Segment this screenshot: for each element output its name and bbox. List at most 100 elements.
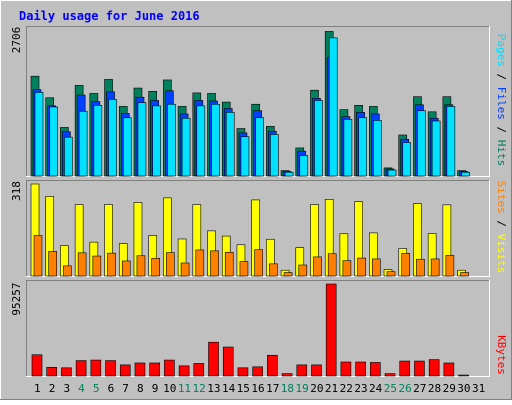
bar-sites-day-29 bbox=[445, 255, 455, 277]
panel-3-bg bbox=[26, 280, 490, 377]
bar-pages-day-23 bbox=[358, 117, 367, 177]
bar-sites-day-22 bbox=[342, 260, 352, 277]
bar-sites-day-14 bbox=[224, 251, 234, 277]
bar-sites-day-27 bbox=[416, 258, 425, 277]
bar-kbytes-day-23 bbox=[355, 361, 366, 377]
max-label-kbytes: 95257 bbox=[10, 282, 23, 315]
day-label-28: 28 bbox=[428, 382, 441, 395]
day-label-26: 26 bbox=[398, 382, 411, 395]
bar-kbytes-day-21 bbox=[325, 283, 337, 377]
max-label-visits: 318 bbox=[10, 181, 23, 201]
bar-kbytes-day-13 bbox=[208, 341, 219, 377]
bar-sites-day-28 bbox=[430, 258, 440, 277]
legend-kbytes-label: KBytes bbox=[495, 335, 508, 375]
bar-kbytes-day-22 bbox=[340, 361, 352, 377]
legend-kbytes: KBytes bbox=[495, 335, 508, 375]
bar-kbytes-day-1 bbox=[31, 354, 43, 377]
bar-sites-day-13 bbox=[210, 250, 219, 277]
day-label-4: 4 bbox=[78, 382, 85, 395]
bar-pages-day-24 bbox=[373, 120, 382, 177]
day-label-25: 25 bbox=[384, 382, 397, 395]
day-label-30: 30 bbox=[457, 382, 470, 395]
day-label-8: 8 bbox=[137, 382, 144, 395]
day-label-24: 24 bbox=[369, 382, 383, 395]
day-label-7: 7 bbox=[122, 382, 129, 395]
bar-sites-day-8 bbox=[136, 255, 146, 277]
bar-pages-day-20 bbox=[314, 100, 323, 177]
bar-pages-day-5 bbox=[93, 105, 103, 177]
bar-pages-day-28 bbox=[431, 120, 441, 177]
day-label-18: 18 bbox=[281, 382, 294, 395]
bar-pages-day-27 bbox=[417, 110, 426, 177]
bar-sites-day-18 bbox=[283, 272, 293, 277]
bar-kbytes-day-20 bbox=[311, 364, 322, 377]
bar-sites-day-20 bbox=[313, 256, 322, 277]
day-label-22: 22 bbox=[340, 382, 353, 395]
legend-sep-1: / bbox=[495, 67, 508, 87]
day-label-14: 14 bbox=[222, 382, 236, 395]
bar-sites-day-26 bbox=[401, 253, 411, 277]
day-label-9: 9 bbox=[152, 382, 159, 395]
bar-kbytes-day-5 bbox=[90, 359, 102, 377]
bar-kbytes-day-8 bbox=[134, 362, 146, 377]
bar-kbytes-day-16 bbox=[252, 366, 263, 377]
bar-kbytes-day-26 bbox=[399, 360, 411, 377]
day-label-19: 19 bbox=[296, 382, 309, 395]
bar-kbytes-day-12 bbox=[193, 363, 205, 377]
bar-pages-day-26 bbox=[402, 142, 412, 177]
bar-sites-day-15 bbox=[239, 261, 249, 277]
bar-kbytes-day-7 bbox=[119, 364, 131, 377]
legend-sep-2: / bbox=[495, 120, 508, 140]
bar-sites-day-30 bbox=[460, 272, 469, 277]
day-label-17: 17 bbox=[266, 382, 279, 395]
bar-sites-day-4 bbox=[77, 252, 87, 277]
bar-sites-day-17 bbox=[269, 263, 278, 277]
day-labels: 1 2 3 4 5 6 7 8 9 10 11 12 13 14 15 16 17 18 19 20 21 22 23 24 2… bbox=[34, 382, 485, 395]
bar-kbytes-day-19 bbox=[296, 364, 308, 377]
bar-sites-day-23 bbox=[357, 257, 366, 277]
bar-kbytes-day-4 bbox=[75, 360, 87, 377]
bar-pages-day-29 bbox=[446, 106, 456, 177]
bar-kbytes-day-28 bbox=[428, 359, 440, 377]
bar-pages-day-4 bbox=[78, 110, 88, 177]
bar-kbytes-day-9 bbox=[149, 362, 160, 377]
day-label-21: 21 bbox=[325, 382, 338, 395]
legend-pages: Pages bbox=[495, 34, 508, 67]
max-label-hits: 2706 bbox=[10, 27, 23, 54]
bar-pages-day-2 bbox=[49, 106, 59, 177]
bar-pages-day-3 bbox=[64, 136, 73, 177]
legend-visits: Visits bbox=[495, 234, 508, 274]
bar-sites-day-1 bbox=[33, 235, 43, 277]
legend-sep-3: / bbox=[495, 214, 508, 234]
bar-kbytes-day-18 bbox=[281, 373, 293, 377]
day-label-16: 16 bbox=[251, 382, 264, 395]
bar-sites-day-16 bbox=[254, 249, 263, 277]
bar-sites-day-5 bbox=[92, 255, 102, 277]
bar-pages-day-22 bbox=[343, 119, 353, 177]
bar-pages-day-18 bbox=[284, 171, 294, 177]
bar-kbytes-day-25 bbox=[384, 373, 396, 377]
bar-kbytes-day-27 bbox=[414, 360, 425, 377]
day-label-15: 15 bbox=[237, 382, 250, 395]
bar-sites-day-19 bbox=[298, 264, 308, 277]
bars bbox=[30, 31, 470, 377]
day-label-1: 1 bbox=[34, 382, 41, 395]
legend-hits: Hits bbox=[495, 140, 508, 167]
legend-sites-visits: Sites / Visits bbox=[495, 181, 508, 274]
bar-kbytes-day-14 bbox=[222, 346, 234, 377]
bar-sites-day-21 bbox=[327, 253, 337, 277]
bar-kbytes-day-11 bbox=[178, 365, 190, 377]
bar-pages-day-1 bbox=[34, 92, 44, 177]
day-label-10: 10 bbox=[163, 382, 176, 395]
bar-sites-day-6 bbox=[107, 252, 116, 277]
day-label-23: 23 bbox=[354, 382, 367, 395]
day-label-29: 29 bbox=[443, 382, 456, 395]
bar-pages-day-7 bbox=[122, 117, 132, 177]
day-label-6: 6 bbox=[108, 382, 115, 395]
bar-pages-day-25 bbox=[387, 169, 397, 177]
day-label-2: 2 bbox=[49, 382, 56, 395]
bar-sites-day-3 bbox=[63, 265, 72, 277]
chart-title: Daily usage for June 2016 bbox=[19, 9, 200, 23]
bar-pages-day-6 bbox=[108, 99, 117, 177]
